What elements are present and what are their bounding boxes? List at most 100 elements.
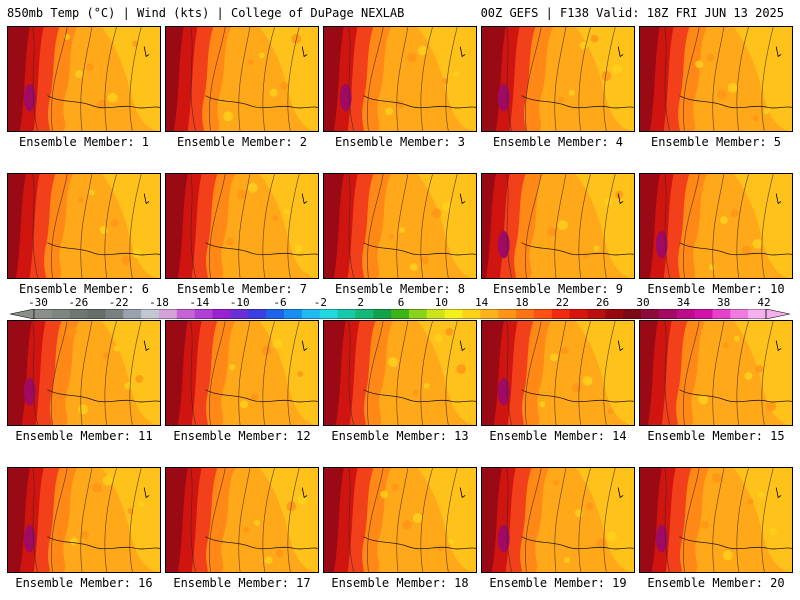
colorbar-tick-label: 26: [596, 296, 610, 309]
temperature-field: [482, 27, 634, 131]
temperature-field: [324, 321, 476, 425]
valid-time: 00Z GEFS | F138 Valid: 18Z FRI JUN 13 20…: [480, 6, 784, 20]
temperature-field: [166, 27, 318, 131]
colorbar-swatch: [730, 309, 749, 319]
map-title: 850mb Temp (°C) | Wind (kts) | College o…: [7, 6, 405, 20]
ensemble-member-label: Ensemble Member: 5: [650, 135, 782, 149]
colorbar-swatch: [337, 309, 356, 319]
colorbar-swatch: [87, 309, 106, 319]
ensemble-member-label: Ensemble Member: 6: [18, 282, 150, 296]
colorbar-swatch: [34, 309, 53, 319]
ensemble-member-map: [323, 320, 477, 426]
colorbar-tick-label: 34: [676, 296, 690, 309]
colorbar-swatch: [498, 309, 517, 319]
colorbar-swatch: [444, 309, 463, 319]
colorbar-swatch: [123, 309, 142, 319]
ensemble-member-label: Ensemble Member: 14: [489, 429, 627, 443]
colorbar-tick-label: 2: [357, 296, 364, 309]
ensemble-member-label: Ensemble Member: 19: [489, 576, 627, 590]
temperature-colorbar: [10, 309, 790, 319]
ensemble-member-map: [639, 26, 793, 132]
colorbar-tick-label: 38: [717, 296, 731, 309]
colorbar-swatch: [551, 309, 571, 319]
colorbar-tick-label: 18: [515, 296, 529, 309]
ensemble-member-map: [481, 320, 635, 426]
ensemble-member-map: [639, 320, 793, 426]
ensemble-member-map: [323, 173, 477, 279]
colorbar-swatch: [194, 309, 214, 319]
ensemble-member-map: [323, 467, 477, 573]
colorbar-tick-label: 6: [397, 296, 405, 309]
colorbar-swatch: [301, 309, 321, 319]
ensemble-member-map: [165, 26, 319, 132]
temperature-field: [8, 27, 160, 131]
ensemble-member-map: [639, 467, 793, 573]
ensemble-member-map: [165, 320, 319, 426]
colorbar-tick-label: -2: [313, 296, 327, 309]
temperature-field: [640, 174, 792, 278]
temperature-field: [166, 174, 318, 278]
colorbar-tick-label: 10: [434, 296, 448, 309]
temperature-field: [324, 468, 476, 572]
ensemble-member-label: Ensemble Member: 4: [492, 135, 624, 149]
colorbar-swatch: [373, 309, 392, 319]
ensemble-member-map: [165, 467, 319, 573]
ensemble-member-label: Ensemble Member: 10: [647, 282, 785, 296]
ensemble-member-map: [7, 320, 161, 426]
colorbar-swatch: [105, 309, 124, 319]
temperature-field: [482, 174, 634, 278]
ensemble-member-label: Ensemble Member: 9: [492, 282, 624, 296]
temperature-field: [640, 27, 792, 131]
ensemble-member-label: Ensemble Member: 8: [334, 282, 466, 296]
ensemble-member-label: Ensemble Member: 12: [173, 429, 311, 443]
temperature-field: [640, 468, 792, 572]
colorbar-swatch: [569, 309, 588, 319]
temperature-field: [8, 468, 160, 572]
colorbar-swatch: [212, 309, 231, 319]
temperature-field: [8, 321, 160, 425]
colorbar-swatch: [676, 309, 696, 319]
colorbar-swatch: [694, 309, 713, 319]
temperature-field: [166, 468, 318, 572]
colorbar-tick-label: 30: [636, 296, 650, 309]
colorbar-swatch: [69, 309, 89, 319]
colorbar-swatch: [605, 309, 624, 319]
colorbar-left-arrow: [10, 309, 35, 319]
colorbar-swatch: [480, 309, 499, 319]
colorbar-tick-label: -22: [108, 296, 129, 309]
colorbar-swatch: [283, 309, 303, 319]
ensemble-member-map: [7, 467, 161, 573]
temperature-field: [166, 321, 318, 425]
ensemble-member-map: [481, 173, 635, 279]
ensemble-member-map: [7, 173, 161, 279]
ensemble-member-label: Ensemble Member: 20: [647, 576, 785, 590]
colorbar-swatch: [319, 309, 339, 319]
ensemble-member-map: [481, 467, 635, 573]
temperature-field: [324, 174, 476, 278]
colorbar-swatch: [408, 309, 428, 319]
ensemble-member-label: Ensemble Member: 18: [331, 576, 469, 590]
colorbar-swatch: [712, 309, 731, 319]
ensemble-member-label: Ensemble Member: 16: [15, 576, 153, 590]
ensemble-member-map: [481, 26, 635, 132]
ensemble-member-label: Ensemble Member: 2: [176, 135, 308, 149]
colorbar-tick-label: 14: [475, 296, 489, 309]
ensemble-member-map: [323, 26, 477, 132]
ensemble-member-label: Ensemble Member: 15: [647, 429, 785, 443]
colorbar-swatch: [176, 309, 196, 319]
colorbar-tick-label: -10: [229, 296, 250, 309]
colorbar-tick-label: 22: [555, 296, 569, 309]
colorbar-swatch: [355, 309, 374, 319]
colorbar-tick-label: -14: [189, 296, 210, 309]
colorbar-tick-label: -26: [68, 296, 89, 309]
colorbar-swatch: [158, 309, 178, 319]
ensemble-member-map: [639, 173, 793, 279]
colorbar-swatch: [391, 309, 410, 319]
colorbar-swatch: [426, 309, 446, 319]
colorbar-tick-label: -30: [28, 296, 48, 309]
colorbar-swatch: [623, 309, 642, 319]
colorbar-tick-label: 42: [757, 296, 771, 309]
ensemble-member-map: [7, 26, 161, 132]
colorbar-tick-label: -6: [273, 296, 287, 309]
ensemble-member-label: Ensemble Member: 17: [173, 576, 311, 590]
